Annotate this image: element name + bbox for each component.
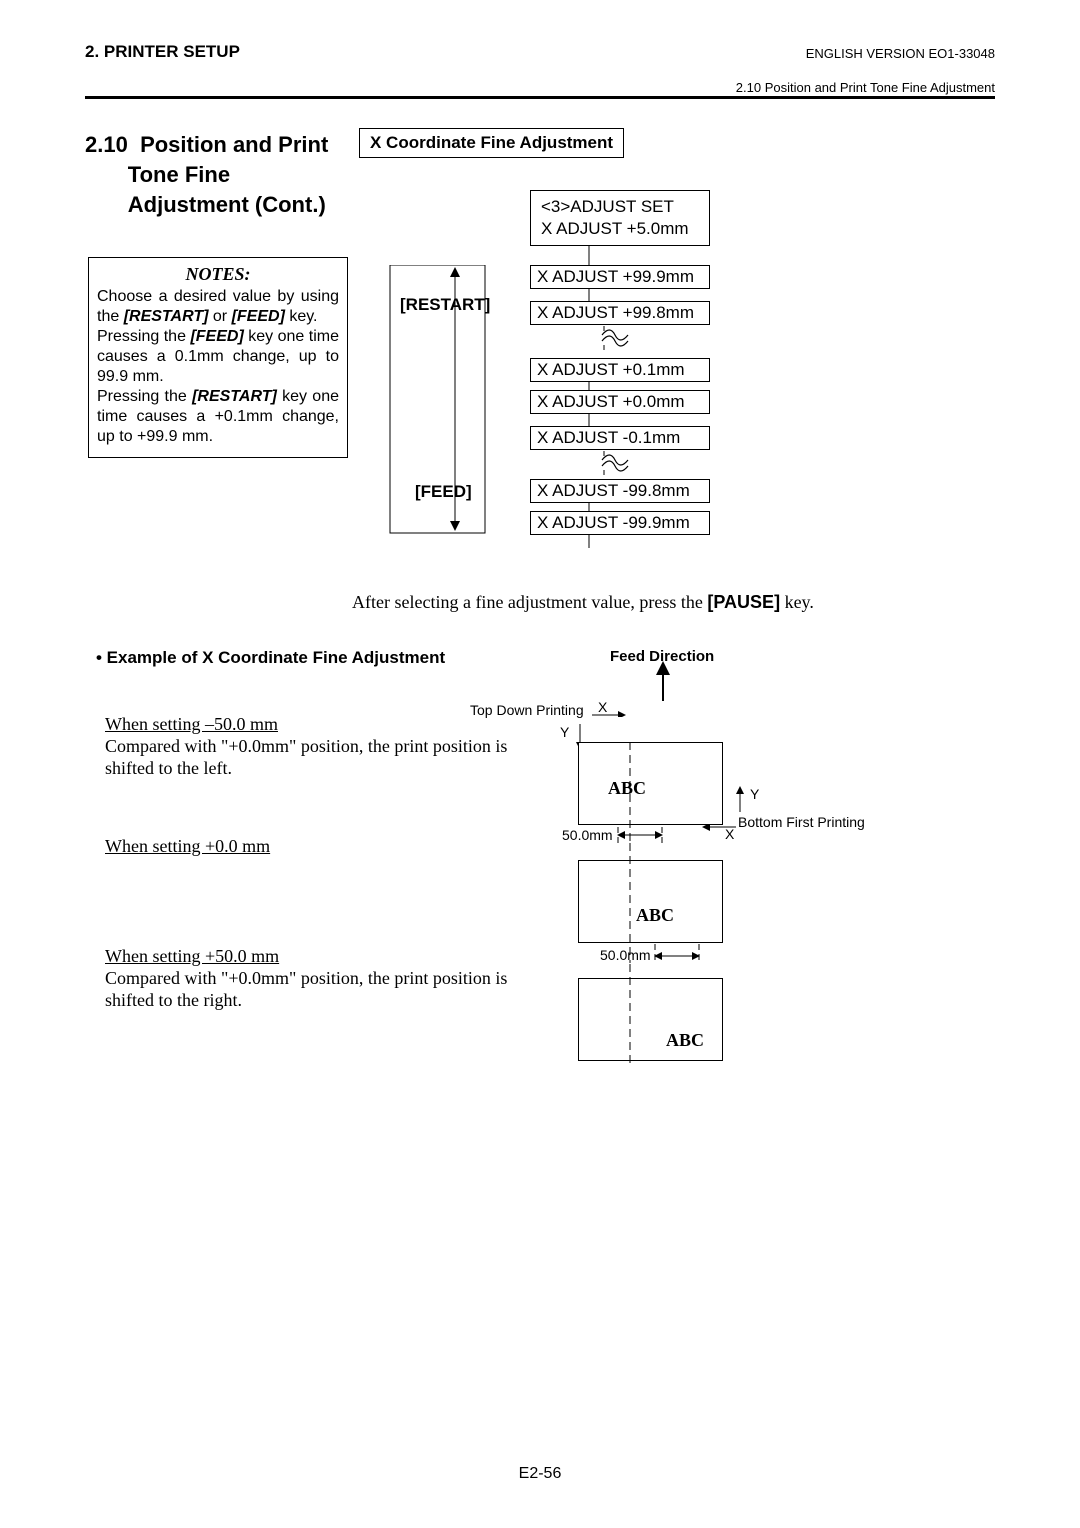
- feed-arrow-icon: [653, 661, 673, 701]
- dimension-arrow-2: [652, 944, 702, 964]
- section-title: 2.10 Position and Print Tone Fine Adjust…: [85, 130, 365, 220]
- notes-text: key.: [285, 308, 318, 325]
- ellipsis-icon: [600, 451, 630, 475]
- abc-text-3: ABC: [666, 1030, 704, 1051]
- example-heading: When setting +50.0 mm: [105, 946, 279, 966]
- example-text: Compared with "+0.0mm" position, the pri…: [105, 968, 507, 1010]
- notes-p2: Pressing the [FEED] key one time causes …: [97, 327, 339, 387]
- value-01-pos: X ADJUST +0.1mm: [530, 358, 710, 382]
- instruction-prefix: After selecting a fine adjustment value,…: [352, 592, 707, 612]
- lcd-line2: X ADJUST +5.0mm: [541, 219, 689, 238]
- notes-text: Pressing the: [97, 328, 190, 345]
- notes-key: [RESTART]: [192, 388, 277, 405]
- notes-p1: Choose a desired value by using the [RES…: [97, 287, 339, 327]
- x-arrow-icon: [590, 703, 630, 717]
- connector-line: [588, 245, 590, 266]
- notes-heading: NOTES:: [97, 264, 339, 284]
- fifty-label-2: 50.0mm: [600, 947, 651, 963]
- section-title-l3: Adjustment (Cont.): [128, 192, 326, 217]
- example-neg50: When setting –50.0 mm Compared with "+0.…: [105, 713, 535, 779]
- header-rule: [85, 96, 995, 99]
- notes-key: [FEED]: [232, 308, 285, 325]
- connector-line: [588, 534, 590, 548]
- y-up-arrow-icon: [733, 784, 747, 814]
- notes-text: or: [208, 308, 231, 325]
- section-number: 2.10: [85, 132, 128, 157]
- section-title-l2: Tone Fine: [128, 162, 230, 187]
- instruction-suffix: key.: [780, 592, 814, 612]
- value-max-neg: X ADJUST -99.9mm: [530, 511, 710, 535]
- example-pos50: When setting +50.0 mm Compared with "+0.…: [105, 945, 535, 1011]
- connector-line: [588, 413, 590, 427]
- center-dash-line: [628, 964, 632, 1064]
- pause-key: [PAUSE]: [707, 592, 780, 612]
- abc-text-1: ABC: [608, 778, 646, 799]
- example-title: • Example of X Coordinate Fine Adjustmen…: [96, 648, 445, 668]
- connector-line: [588, 288, 590, 302]
- dimension-arrow-1: [615, 827, 665, 843]
- y-label-right: Y: [750, 786, 759, 802]
- feed-key-label: [FEED]: [415, 482, 472, 502]
- fifty-label-1: 50.0mm: [562, 827, 613, 843]
- notes-text: Pressing the: [97, 388, 192, 405]
- notes-p3: Pressing the [RESTART] key one time caus…: [97, 387, 339, 447]
- notes-key: [RESTART]: [124, 308, 209, 325]
- ellipsis-icon: [600, 326, 630, 350]
- restart-key-label: [RESTART]: [400, 295, 490, 315]
- value-01-neg: X ADJUST -0.1mm: [530, 426, 710, 450]
- subtitle-box: X Coordinate Fine Adjustment: [359, 128, 624, 158]
- page-number: E2-56: [0, 1465, 1080, 1483]
- lcd-display: <3>ADJUST SET X ADJUST +5.0mm: [530, 190, 710, 246]
- value-zero: X ADJUST +0.0mm: [530, 390, 710, 414]
- header-version: ENGLISH VERSION EO1-33048: [806, 46, 995, 61]
- example-text: Compared with "+0.0mm" position, the pri…: [105, 736, 507, 778]
- notes-key: [FEED]: [190, 328, 243, 345]
- example-zero: When setting +0.0 mm: [105, 835, 535, 857]
- notes-box: NOTES: Choose a desired value by using t…: [88, 257, 348, 458]
- example-heading: When setting –50.0 mm: [105, 714, 278, 734]
- header-chapter: 2. PRINTER SETUP: [85, 42, 240, 62]
- bottom-first-label: Bottom First Printing: [738, 814, 865, 830]
- lcd-line1: <3>ADJUST SET: [541, 197, 674, 216]
- abc-text-2: ABC: [636, 905, 674, 926]
- value-998-pos: X ADJUST +99.8mm: [530, 301, 710, 325]
- y-label: Y: [560, 724, 569, 740]
- value-max-pos: X ADJUST +99.9mm: [530, 265, 710, 289]
- label-sample-2: [578, 860, 723, 943]
- instruction-text: After selecting a fine adjustment value,…: [352, 592, 814, 613]
- header-section: 2.10 Position and Print Tone Fine Adjust…: [736, 80, 995, 95]
- example-heading: When setting +0.0 mm: [105, 836, 270, 856]
- section-title-l1: Position and Print: [140, 132, 328, 157]
- label-sample-1: [578, 742, 723, 825]
- value-998-neg: X ADJUST -99.8mm: [530, 479, 710, 503]
- center-dash-line: [628, 843, 632, 963]
- top-down-label: Top Down Printing: [470, 702, 584, 718]
